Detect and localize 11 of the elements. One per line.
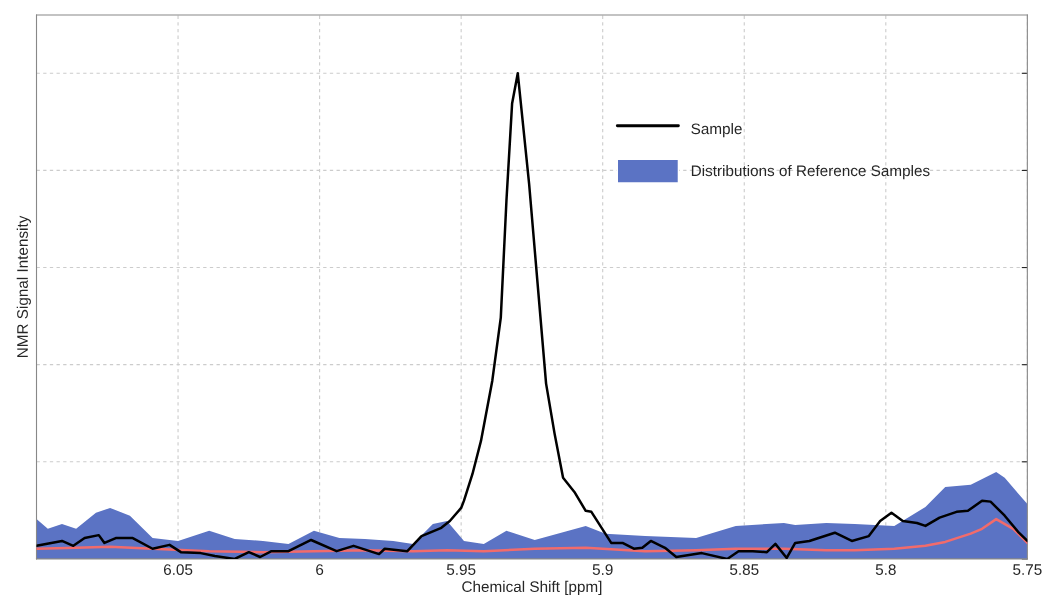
legend-label: Sample <box>691 123 742 138</box>
x-axis-title: Chemical Shift [ppm] <box>462 580 602 596</box>
y-axis-title: NMR Signal Intensity <box>16 215 31 358</box>
x-tick-label: 5.95 <box>446 564 476 576</box>
legend-label: Distributions of Reference Samples <box>691 164 930 180</box>
x-tick-label: 5.8 <box>875 564 896 576</box>
x-tick-label: 5.9 <box>592 564 613 576</box>
x-tick-label: 6 <box>316 564 324 576</box>
x-tick-label: 6.05 <box>163 564 193 576</box>
x-tick-label: 5.85 <box>730 564 759 576</box>
x-tick-label: 5.75 <box>1013 564 1042 576</box>
